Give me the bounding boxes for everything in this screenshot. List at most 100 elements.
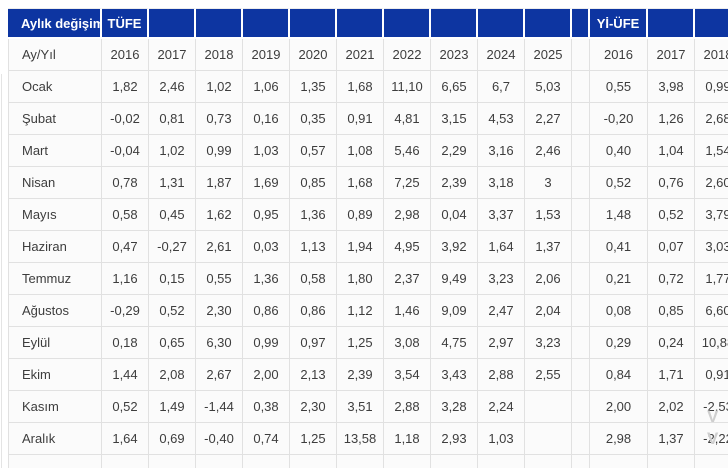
tufe-value-cell: 3,23: [478, 263, 525, 295]
tufe-value-cell: 2,24: [478, 391, 525, 423]
tufe-value-cell: 1,68: [337, 167, 384, 199]
month-label: Ağustos: [8, 295, 102, 327]
month-label: [8, 455, 102, 468]
tufe-value-cell: 2,39: [337, 359, 384, 391]
yiufe-value-cell: 2,00: [590, 391, 648, 423]
tufe-value-cell: 0,57: [290, 135, 337, 167]
tufe-value-cell: 0,99: [243, 327, 290, 359]
header-blank-cell: [243, 8, 290, 39]
tufe-value-cell: 2,46: [149, 71, 196, 103]
tufe-value-cell: 1,08: [337, 135, 384, 167]
tufe-year-header: 2022: [384, 39, 431, 71]
tufe-value-cell: 4,53: [478, 103, 525, 135]
tufe-value-cell: 0,16: [243, 103, 290, 135]
gap-cell: [572, 423, 590, 455]
month-row: Kasım 0,52 1,49 -1,44 0,38 2,30 3,51 2,88 3,28 2,…: [8, 391, 728, 423]
tufe-value-cell: 2,29: [431, 135, 478, 167]
tufe-value-cell: 0,86: [290, 295, 337, 327]
month-row: Haziran 0,47 -0,27 2,61 0,03 1,13 1,94 4,95 3,92…: [8, 231, 728, 263]
tufe-year-header: 2019: [243, 39, 290, 71]
empty-cell: [590, 455, 648, 468]
yiufe-value-cell: 1,37: [648, 423, 695, 455]
tufe-value-cell: 1,53: [525, 199, 572, 231]
month-row: Eylül 0,18 0,65 6,30 0,99 0,97 1,25 3,08 4,75 2,9…: [8, 327, 728, 359]
tufe-value-cell: 3,08: [384, 327, 431, 359]
yiufe-value-cell: 1,26: [648, 103, 695, 135]
tufe-value-cell: 1,25: [290, 423, 337, 455]
empty-cell: [648, 455, 695, 468]
tufe-value-cell: 0,78: [102, 167, 149, 199]
tufe-value-cell: 5,03: [525, 71, 572, 103]
header-blank-cell: [695, 8, 728, 39]
yiufe-value-cell: -0,20: [590, 103, 648, 135]
tufe-value-cell: 0,89: [337, 199, 384, 231]
tufe-value-cell: 1,36: [243, 263, 290, 295]
month-row: Nisan 0,78 1,31 1,87 1,69 0,85 1,68 7,25 2,39 3,1…: [8, 167, 728, 199]
header-blank-cell: [431, 8, 478, 39]
tufe-value-cell: 0,58: [102, 199, 149, 231]
tufe-value-cell: 4,95: [384, 231, 431, 263]
tufe-value-cell: 3,15: [431, 103, 478, 135]
tufe-value-cell: 1,02: [196, 71, 243, 103]
tufe-value-cell: [525, 391, 572, 423]
header-blank-cell: [648, 8, 695, 39]
tufe-value-cell: 1,80: [337, 263, 384, 295]
header-blank-cell: [149, 8, 196, 39]
tufe-value-cell: 0,58: [290, 263, 337, 295]
tufe-value-cell: 4,81: [384, 103, 431, 135]
tufe-value-cell: 1,13: [290, 231, 337, 263]
table-head: Aylık değişim TÜFE Yİ-ÜFE Ay/Yıl 2016 2017 201…: [8, 8, 728, 71]
month-row: Şubat -0,02 0,81 0,73 0,16 0,35 0,91 4,81 3,15 4,…: [8, 103, 728, 135]
month-row: Temmuz 1,16 0,15 0,55 1,36 0,58 1,80 2,37 9,49 3,…: [8, 263, 728, 295]
tufe-group-header: TÜFE: [102, 8, 149, 39]
tufe-value-cell: 2,61: [196, 231, 243, 263]
yiufe-value-cell: -2,53: [695, 391, 728, 423]
tufe-value-cell: 0,15: [149, 263, 196, 295]
tufe-value-cell: 0,55: [196, 263, 243, 295]
empty-cell: [149, 455, 196, 468]
tufe-value-cell: 1,64: [478, 231, 525, 263]
tufe-value-cell: 2,88: [478, 359, 525, 391]
table-body: Ocak 1,82 2,46 1,02 1,06 1,35 1,68 11,10 6,65 6,7…: [8, 71, 728, 468]
yiufe-year-header: 2018: [695, 39, 728, 71]
month-row: Mayıs 0,58 0,45 1,62 0,95 1,36 0,89 2,98 0,04 3,3…: [8, 199, 728, 231]
tufe-value-cell: 1,16: [102, 263, 149, 295]
gap-cell: [572, 103, 590, 135]
tufe-value-cell: -0,27: [149, 231, 196, 263]
yiufe-value-cell: 2,02: [648, 391, 695, 423]
month-label: Ekim: [8, 359, 102, 391]
gap-cell: [572, 391, 590, 423]
tufe-value-cell: 0,35: [290, 103, 337, 135]
tufe-value-cell: 2,88: [384, 391, 431, 423]
yiufe-value-cell: 3,79: [695, 199, 728, 231]
tufe-value-cell: 2,04: [525, 295, 572, 327]
tufe-value-cell: 0,52: [149, 295, 196, 327]
year-header-row: Ay/Yıl 2016 2017 2018 2019 2020 2021 2022 2023 20…: [8, 39, 728, 71]
background-watermark: V V: [707, 406, 728, 450]
yiufe-value-cell: 0,85: [648, 295, 695, 327]
tufe-value-cell: 2,98: [384, 199, 431, 231]
tufe-value-cell: 3,92: [431, 231, 478, 263]
tufe-value-cell: 0,97: [290, 327, 337, 359]
yiufe-year-header: 2016: [590, 39, 648, 71]
yiufe-value-cell: 0,24: [648, 327, 695, 359]
month-row: Mart -0,04 1,02 0,99 1,03 0,57 1,08 5,46 2,29 3,1…: [8, 135, 728, 167]
tufe-value-cell: 1,31: [149, 167, 196, 199]
tufe-value-cell: 2,08: [149, 359, 196, 391]
tufe-value-cell: 2,93: [431, 423, 478, 455]
yiufe-value-cell: 1,77: [695, 263, 728, 295]
tufe-value-cell: 4,75: [431, 327, 478, 359]
tufe-value-cell: 0,18: [102, 327, 149, 359]
yiufe-value-cell: 1,71: [648, 359, 695, 391]
tufe-value-cell: 1,87: [196, 167, 243, 199]
gap-cell: [572, 327, 590, 359]
tufe-value-cell: 1,46: [384, 295, 431, 327]
month-label: Haziran: [8, 231, 102, 263]
tufe-value-cell: 0,85: [290, 167, 337, 199]
tufe-year-header: 2021: [337, 39, 384, 71]
tufe-value-cell: 3,54: [384, 359, 431, 391]
partial-row: [8, 455, 728, 468]
tufe-value-cell: 3: [525, 167, 572, 199]
empty-cell: [337, 455, 384, 468]
